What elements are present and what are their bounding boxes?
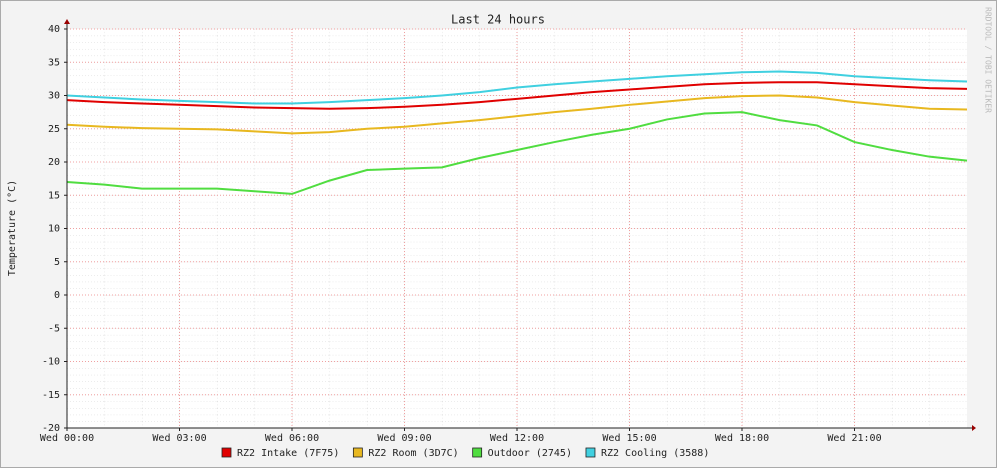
x-tick-label: Wed 09:00 [377,433,431,444]
x-tick-label: Wed 21:00 [827,433,881,444]
x-tick-label: Wed 06:00 [265,433,319,444]
y-tick-label: -20 [42,423,60,434]
y-tick-label: 5 [54,257,60,268]
legend: RZ2 Intake (7F75) RZ2 Room (3D7C) Outdoor … [221,447,709,459]
y-tick-label: -15 [42,390,60,401]
series-line [66,70,968,105]
legend-swatch [472,447,483,458]
series-line [66,94,968,135]
y-axis-label: Temperature (°C) [7,180,18,276]
x-tick-label: Wed 00:00 [40,433,94,444]
y-tick-label: 0 [54,290,60,301]
series-line [66,81,968,110]
y-tick-label: 10 [48,224,60,235]
legend-swatch [221,447,232,458]
y-tick-label: 20 [48,157,60,168]
x-tick-label: Wed 18:00 [715,433,769,444]
x-tick-label: Wed 03:00 [152,433,206,444]
watermark: RRDTOOL / TOBI OETIKER [984,7,993,113]
x-tick-label: Wed 12:00 [490,433,544,444]
y-tick-label: 25 [48,124,60,135]
lines [66,70,968,195]
y-arrow [64,19,70,24]
legend-label: RZ2 Room (3D7C) [368,448,458,459]
y-tick-label: -5 [48,323,60,334]
y-tick-label: 35 [48,57,60,68]
legend-swatch [352,447,363,458]
legend-label: RZ2 Cooling (3588) [601,448,709,459]
legend-label: RZ2 Intake (7F75) [237,448,339,459]
y-tick-label: 40 [48,24,60,35]
chart-title: Last 24 hours [451,13,545,27]
x-arrow [972,425,976,431]
x-tick-label: Wed 15:00 [602,433,656,444]
y-tick-label: 30 [48,91,60,102]
y-tick-label: -10 [42,357,60,368]
legend-swatch [585,447,596,458]
series-line [66,111,968,195]
legend-label: Outdoor (2745) [488,448,572,459]
y-tick-label: 15 [48,190,60,201]
